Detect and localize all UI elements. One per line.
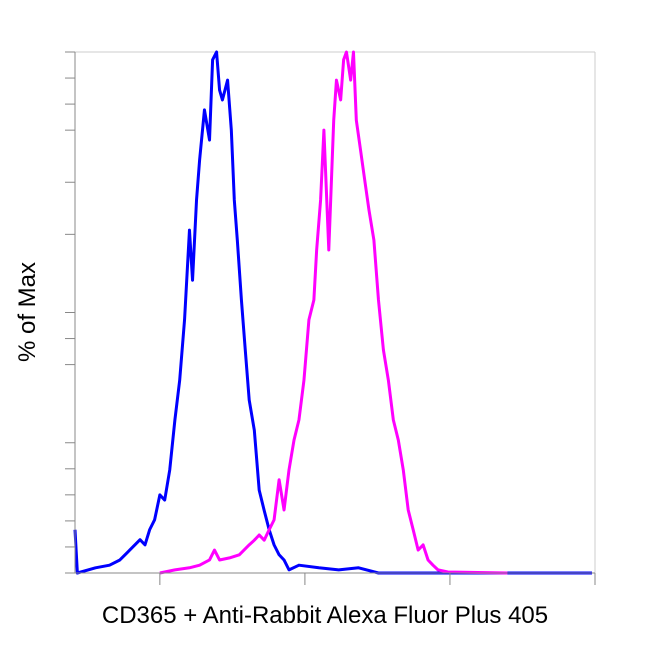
plot-area [73, 50, 592, 575]
series-line [159, 50, 508, 575]
x-axis-label: CD365 + Anti-Rabbit Alexa Fluor Plus 405 [102, 602, 548, 629]
series-line [73, 50, 592, 575]
y-axis-label: % of Max [14, 262, 41, 362]
